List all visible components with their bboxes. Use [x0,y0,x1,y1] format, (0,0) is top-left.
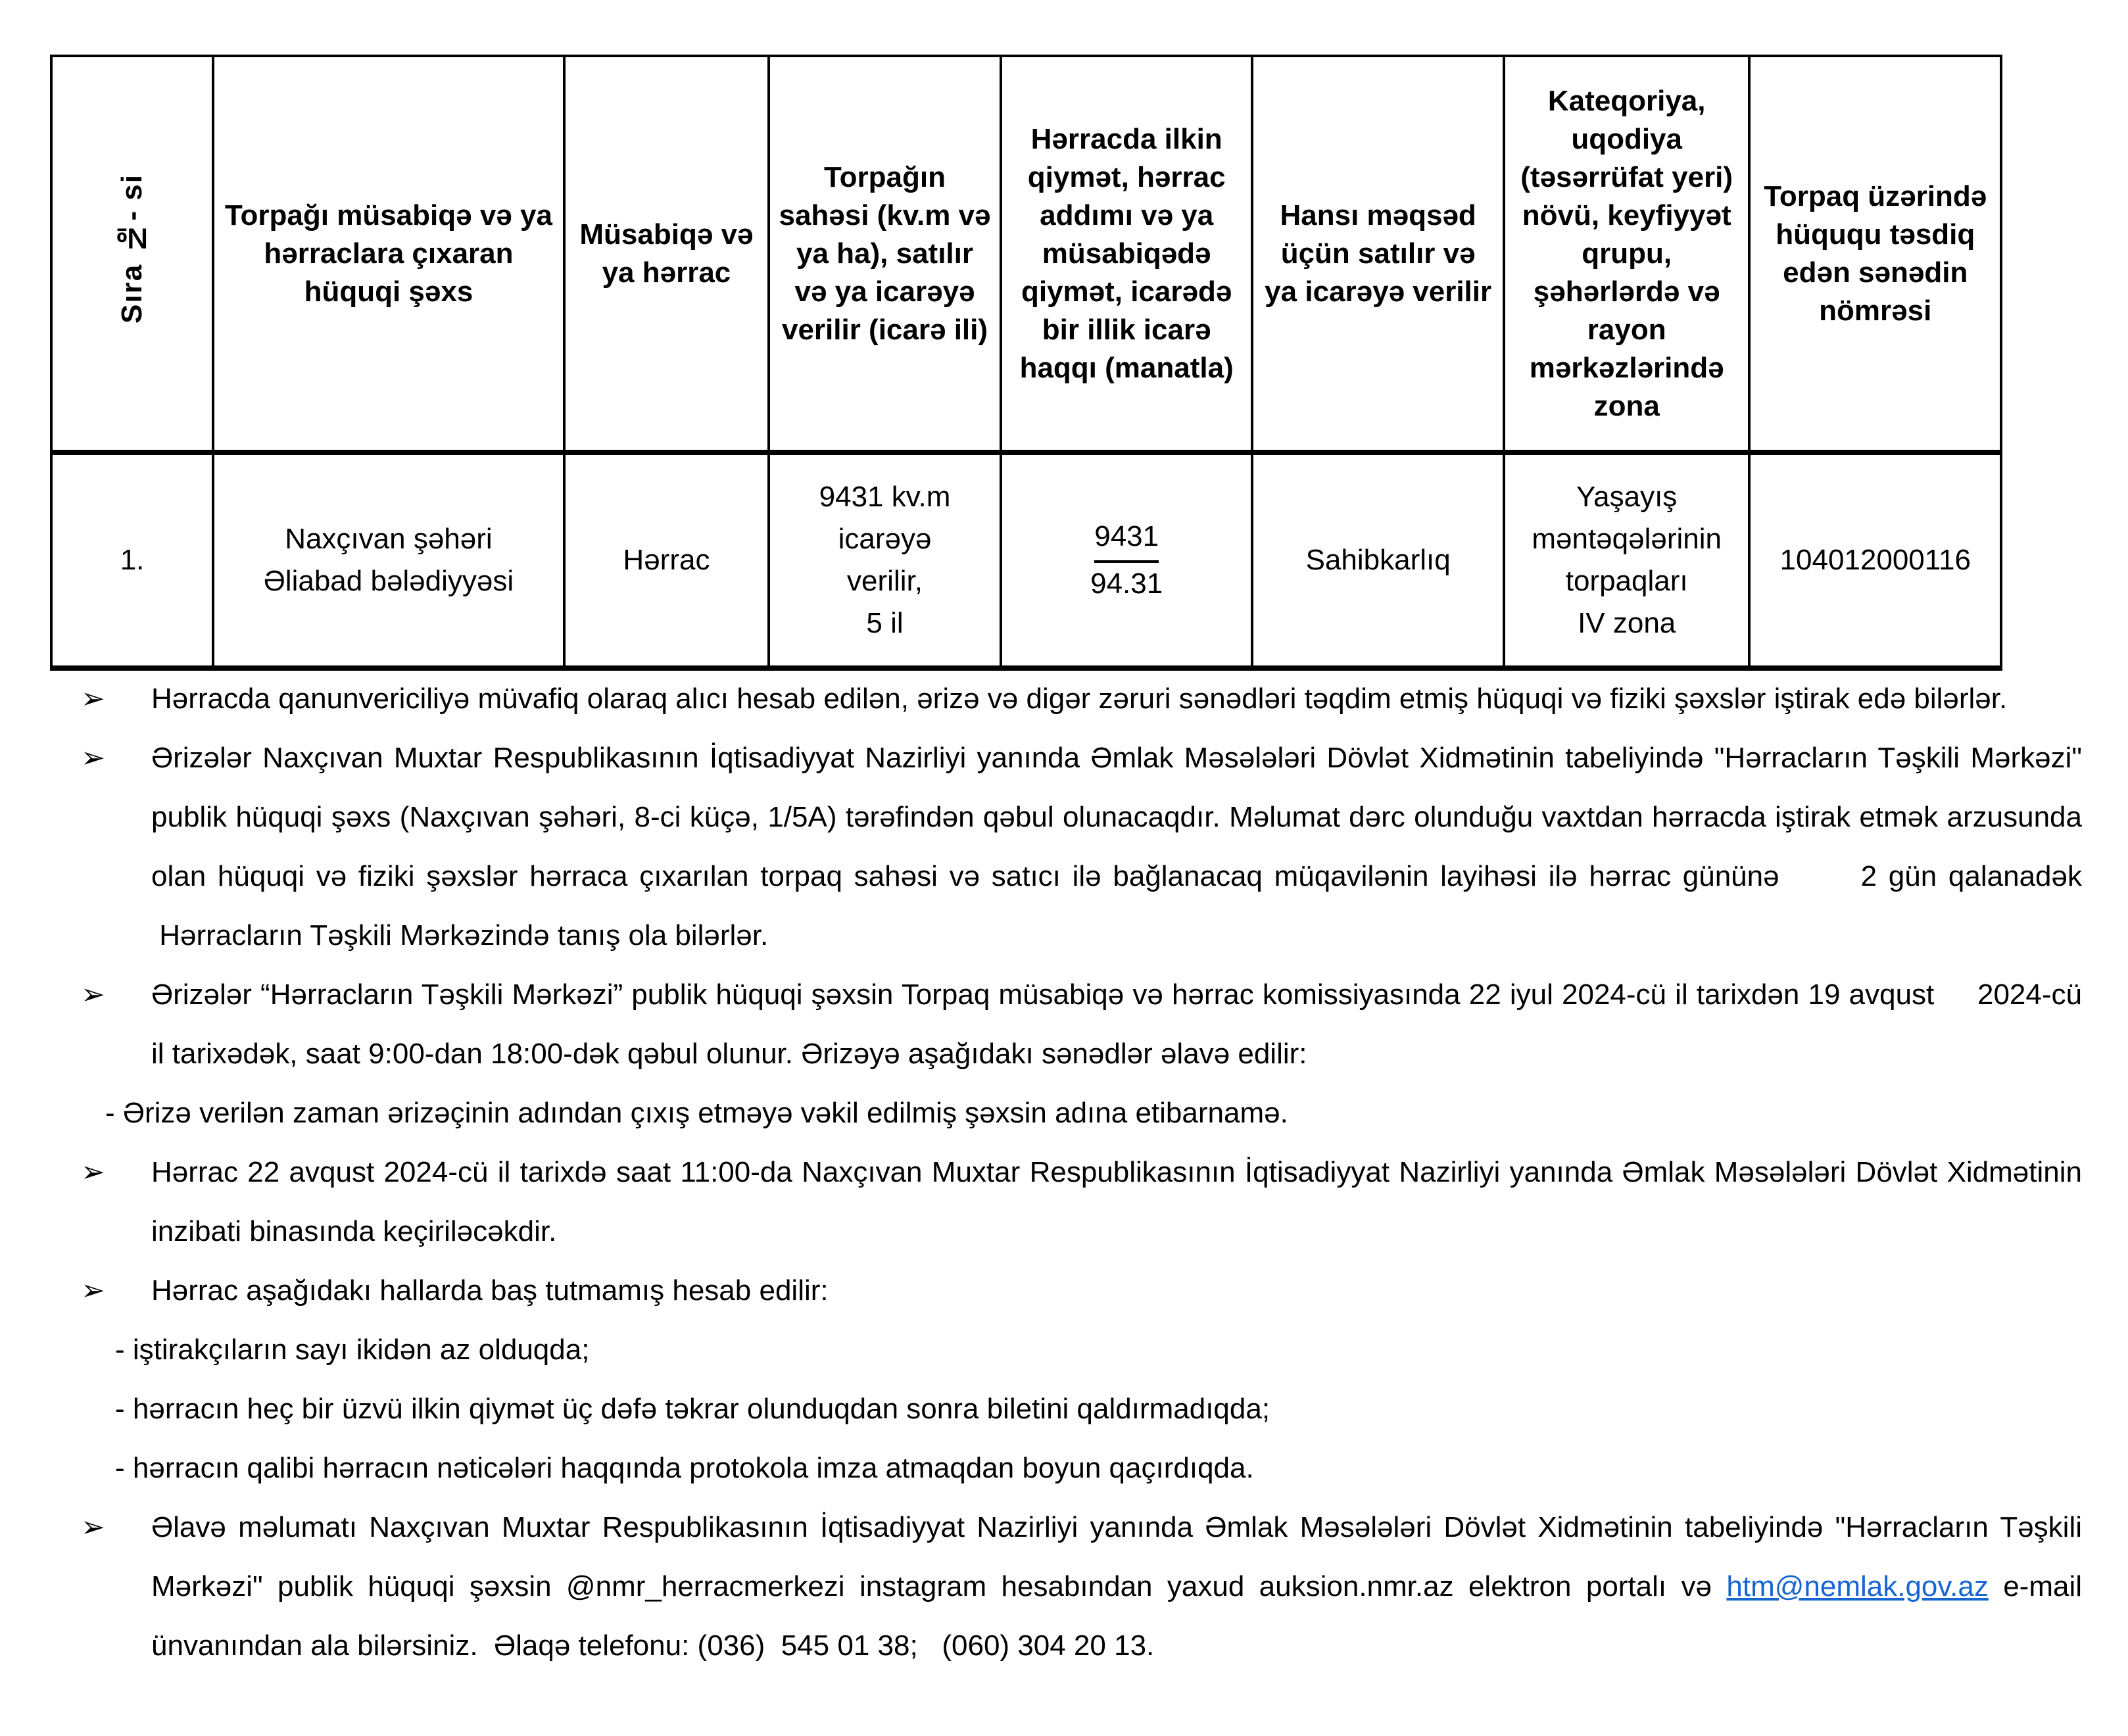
note-text: - Ərizə verilən zaman ərizəçinin adından… [105,1097,1288,1129]
col-header-price: Hərracda ilkin qiymət, hərrac addımı və … [999,55,1254,455]
price-initial-value: 9431 [1094,516,1159,563]
note-text: - hərracın qalibi hərracın nəticələri ha… [115,1452,1254,1484]
note-failed-case-2: - hərracın heç bir üzvü ilkin qiymət üç … [62,1380,2082,1439]
note-text: Hərrac 22 avqust 2024-cü il tarixdə saat… [151,1156,2082,1247]
note-text: Hərracda qanunvericiliyə müvafiq olaraq … [151,683,2008,715]
col-header-category: Kateqoriya, uqodiya (təsərrüfat yeri) nö… [1502,55,1751,455]
col-header-area: Torpağın sahəsi (kv.m və ya ha), satılır… [767,55,1002,455]
arrow-bullet-icon: ➢ [81,683,105,715]
note-text: - iştirakçıların sayı ikidən az olduqda; [115,1334,590,1366]
table-row: 1. Naxçıvan şəhəri Əliabad bələdiyyəsi H… [49,451,2002,671]
note-participants: ➢ Hərracda qanunvericiliyə müvafiq olara… [62,669,2082,729]
arrow-bullet-icon: ➢ [81,978,105,1011]
note-failed-cases-title: ➢ Hərrac aşağıdakı hallarda baş tutmamış… [62,1261,2082,1320]
table-header-row: Sıra №- si Torpağı müsabiqə və ya hərrac… [49,55,2002,455]
arrow-bullet-icon: ➢ [81,1511,105,1543]
col-header-serial-label: Sıra №- si [116,174,149,324]
notes-section: ➢ Hərracda qanunvericiliyə müvafiq olara… [62,669,2082,1676]
note-power-of-attorney: - Ərizə verilən zaman ərizəçinin adından… [62,1084,2082,1143]
col-header-serial: Sıra №- si [49,55,215,455]
cell-seller: Naxçıvan şəhəri Əliabad bələdiyyəsi [212,451,566,671]
arrow-bullet-icon: ➢ [81,1274,105,1307]
col-header-sale-type: Müsabiqə və ya hərrac [562,55,771,455]
note-text: Əlavə məlumatı Naxçıvan Muxtar Respublik… [151,1511,2082,1603]
cell-sale-type: Hərrac [562,451,771,671]
arrow-bullet-icon: ➢ [81,742,105,774]
arrow-bullet-icon: ➢ [81,1156,105,1188]
note-failed-case-1: - iştirakçıların sayı ikidən az olduqda; [62,1320,2082,1380]
auction-table: Sıra №- si Torpağı müsabiqə və ya hərrac… [49,55,2002,671]
col-header-seller: Torpağı müsabiqə və ya hərraclara çıxara… [212,55,566,455]
note-applications-center: ➢ Ərizələr Naxçıvan Muxtar Respublikasın… [62,729,2082,965]
note-text: Ərizələr “Hərracların Təşkili Mərkəzi” p… [151,978,2082,1070]
cell-purpose: Sahibkarlıq [1251,451,1505,671]
note-contact: ➢ Əlavə məlumatı Naxçıvan Muxtar Respubl… [62,1498,2082,1676]
note-auction-date: ➢ Hərrac 22 avqust 2024-cü il tarixdə sa… [62,1143,2082,1261]
cell-category: Yaşayış məntəqələrinin torpaqları IV zon… [1502,451,1751,671]
cell-doc-number: 104012000116 [1748,451,2002,671]
cell-area: 9431 kv.m icarəyə verilir, 5 il [767,451,1002,671]
note-text: Hərrac aşağıdakı hallarda baş tutmamış h… [151,1274,829,1307]
note-failed-case-3: - hərracın qalibi hərracın nəticələri ha… [62,1439,2082,1498]
price-step-value: 94.31 [1090,567,1163,600]
email-link[interactable]: htm@nemlak.gov.az [1726,1570,1989,1603]
note-text: Ərizələr Naxçıvan Muxtar Respublikasının… [151,742,2082,952]
cell-serial: 1. [49,451,215,671]
note-text: - hərracın heç bir üzvü ilkin qiymət üç … [115,1393,1270,1425]
cell-price: 9431 94.31 [999,451,1254,671]
note-application-dates: ➢ Ərizələr “Hərracların Təşkili Mərkəzi”… [62,965,2082,1084]
note-text: e-mail ünvanından ala bilərsiniz. Əlaqə … [151,1570,2082,1662]
col-header-purpose: Hansı məqsəd üçün satılır və ya icarəyə … [1251,55,1505,455]
col-header-doc-number: Torpaq üzərində hüququ təsdiq edən sənəd… [1748,55,2002,455]
